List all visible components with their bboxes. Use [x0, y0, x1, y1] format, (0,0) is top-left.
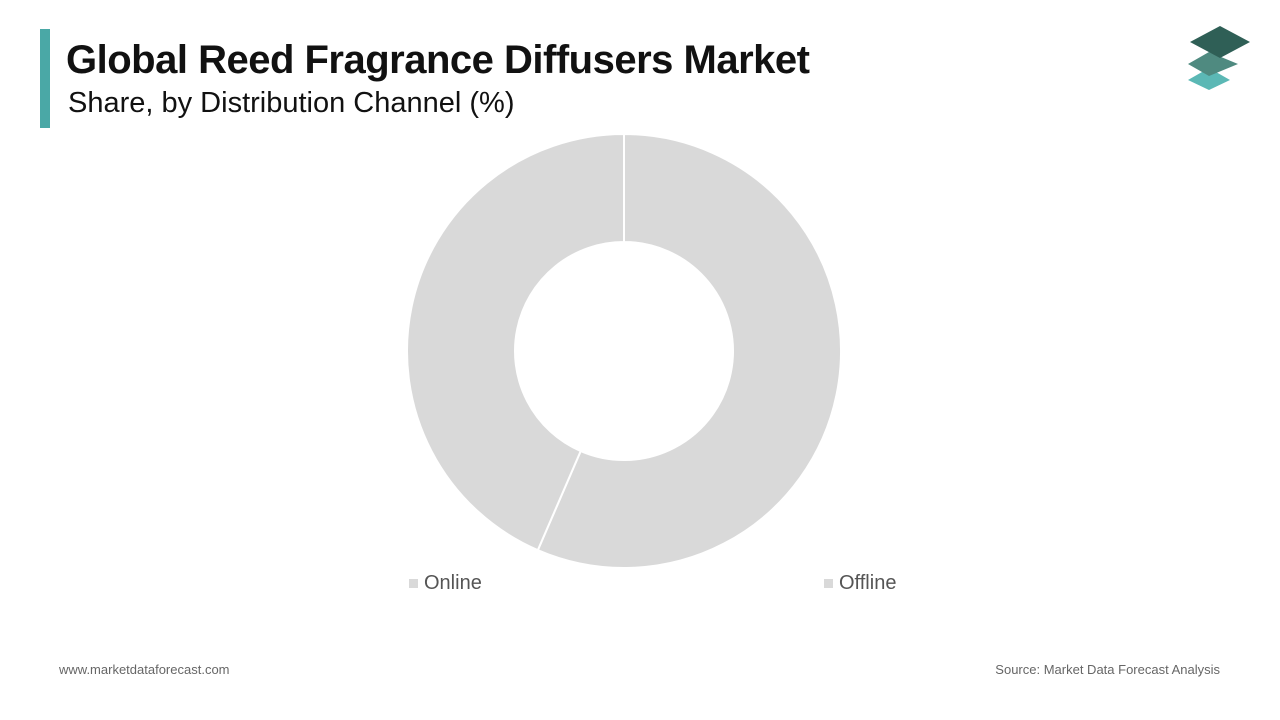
legend-swatch-offline — [824, 578, 833, 588]
logo-layer-bottom — [1188, 68, 1230, 90]
footer-website: www.marketdataforecast.com — [59, 662, 230, 677]
legend-label-offline: Offline — [839, 571, 897, 594]
logo-layer-middle — [1188, 52, 1238, 76]
title-accent-bar — [40, 29, 50, 128]
stacked-layers-icon — [1188, 26, 1250, 90]
chart-title: Global Reed Fragrance Diffusers Market — [66, 38, 810, 82]
legend-label-online: Online — [424, 571, 482, 594]
legend-item-offline: Offline — [824, 571, 896, 595]
donut-slice-offline — [536, 132, 842, 569]
chart-subtitle: Share, by Distribution Channel (%) — [68, 87, 515, 119]
legend-item-online: Online — [409, 571, 482, 595]
donut-slice-online — [406, 132, 625, 552]
donut-slices — [406, 132, 842, 569]
legend-swatch-online — [409, 578, 418, 588]
logo-layer-top — [1190, 26, 1250, 58]
footer-source: Source: Market Data Forecast Analysis — [995, 662, 1220, 677]
